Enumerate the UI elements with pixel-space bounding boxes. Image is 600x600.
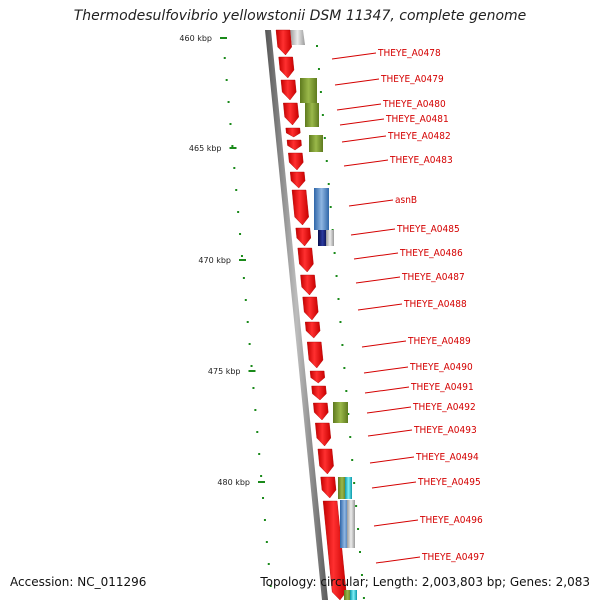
navy-feature bbox=[318, 230, 327, 246]
label-leader-line bbox=[334, 78, 380, 86]
label-leader-line bbox=[336, 103, 382, 111]
gene-label[interactable]: THEYE_A0496 bbox=[419, 515, 483, 526]
cds-arrow bbox=[311, 385, 327, 401]
gene-label[interactable]: THEYE_A0494 bbox=[415, 452, 479, 463]
gene-label[interactable]: THEYE_A0486 bbox=[399, 248, 463, 259]
label-leader-line bbox=[331, 52, 377, 60]
cds-arrow bbox=[291, 189, 309, 226]
cds-arrow bbox=[288, 152, 304, 171]
cds-arrow bbox=[313, 402, 329, 421]
olive-feature bbox=[305, 103, 319, 127]
label-leader-line bbox=[361, 340, 407, 348]
scale-label: 475 kbp bbox=[208, 367, 241, 376]
cyan-feature bbox=[350, 590, 357, 600]
gene-label[interactable]: THEYE_A0493 bbox=[413, 425, 477, 436]
genome-backbone bbox=[265, 30, 328, 600]
topology-text: Topology: circular; Length: 2,003,803 bp… bbox=[260, 575, 590, 589]
label-leader-line bbox=[367, 429, 413, 437]
feature-boxes bbox=[300, 78, 357, 600]
cds-arrow bbox=[300, 274, 316, 296]
cds-arrow bbox=[275, 29, 292, 56]
gene-label[interactable]: THEYE_A0480 bbox=[382, 99, 446, 110]
label-leader-line bbox=[350, 228, 396, 236]
cds-arrow bbox=[309, 370, 325, 384]
scale-label: 470 kbp bbox=[198, 256, 231, 265]
cds-arrow bbox=[315, 422, 332, 447]
label-leader-line bbox=[363, 366, 409, 374]
gene-label[interactable]: THEYE_A0492 bbox=[412, 402, 476, 413]
olive-feature bbox=[338, 477, 346, 499]
cds-arrow bbox=[286, 139, 302, 151]
label-leader-line bbox=[339, 118, 385, 126]
olive-feature bbox=[309, 135, 323, 152]
cds-arrow bbox=[283, 102, 299, 126]
gene-label-layer: THEYE_A0478 THEYE_A0479 THEYE_A0480 THEYE_A… bbox=[331, 48, 485, 564]
gene-label[interactable]: THEYE_A0481 bbox=[385, 114, 449, 125]
gene-label[interactable]: THEYE_A0495 bbox=[417, 477, 481, 488]
gene-label[interactable]: THEYE_A0478 bbox=[377, 48, 441, 59]
gene-label[interactable]: THEYE_A0489 bbox=[407, 336, 471, 347]
gene-label[interactable]: THEYE_A0488 bbox=[403, 299, 467, 310]
cds-arrow bbox=[302, 296, 319, 321]
olive-feature bbox=[344, 590, 351, 600]
label-leader-line bbox=[373, 519, 419, 527]
cds-arrow bbox=[306, 341, 324, 369]
scale-label: 465 kbp bbox=[189, 144, 222, 153]
label-leader-line bbox=[355, 276, 401, 284]
genome-title: Thermodesulfovibrio yellowstonii DSM 113… bbox=[73, 8, 527, 24]
label-leader-line bbox=[366, 406, 412, 414]
gene-label[interactable]: THEYE_A0483 bbox=[389, 155, 453, 166]
label-leader-line bbox=[353, 252, 399, 260]
gene-label[interactable]: THEYE_A0490 bbox=[409, 362, 473, 373]
label-leader-line bbox=[343, 159, 389, 167]
gray-feature bbox=[326, 230, 334, 246]
gene-label[interactable]: THEYE_A0491 bbox=[410, 382, 474, 393]
gene-label[interactable]: asnB bbox=[395, 195, 417, 206]
gene-label[interactable]: THEYE_A0487 bbox=[401, 272, 465, 283]
olive-feature bbox=[300, 78, 317, 103]
olive-feature bbox=[333, 402, 348, 423]
cds-arrow bbox=[295, 227, 312, 247]
scale-label: 480 kbp bbox=[217, 478, 250, 487]
scale-tick-layer: 460 kbp 465 kbp 470 kbp 475 kbp 480 kbp bbox=[179, 34, 265, 487]
accession-text: Accession: NC_011296 bbox=[10, 575, 147, 589]
cds-arrow bbox=[304, 321, 321, 339]
gene-label[interactable]: THEYE_A0482 bbox=[387, 131, 451, 142]
gene-label[interactable]: THEYE_A0497 bbox=[421, 552, 485, 563]
cds-arrow bbox=[278, 56, 295, 79]
cds-arrow bbox=[289, 171, 306, 189]
cyan-feature bbox=[345, 477, 352, 499]
label-leader-line bbox=[369, 456, 415, 464]
label-leader-line bbox=[375, 556, 421, 564]
blue-feature bbox=[340, 500, 349, 548]
gene-label[interactable]: THEYE_A0479 bbox=[380, 74, 444, 85]
gray-feature bbox=[290, 30, 305, 45]
cds-arrow-layer bbox=[275, 29, 347, 600]
gray-feature bbox=[347, 500, 355, 548]
cds-arrow bbox=[297, 247, 314, 273]
gene-label[interactable]: THEYE_A0485 bbox=[396, 224, 460, 235]
label-leader-line bbox=[357, 303, 403, 311]
label-leader-line bbox=[348, 199, 394, 207]
position-dash-layer bbox=[223, 45, 365, 599]
blue-feature bbox=[314, 188, 329, 230]
label-leader-line bbox=[364, 386, 410, 394]
cds-arrow bbox=[322, 500, 347, 600]
cds-arrow bbox=[317, 448, 334, 475]
cds-arrow bbox=[280, 79, 297, 101]
scale-label: 460 kbp bbox=[179, 34, 212, 43]
label-leader-line bbox=[341, 135, 387, 143]
cds-arrow bbox=[285, 127, 301, 138]
label-leader-line bbox=[371, 481, 417, 489]
cds-arrow bbox=[320, 476, 337, 499]
